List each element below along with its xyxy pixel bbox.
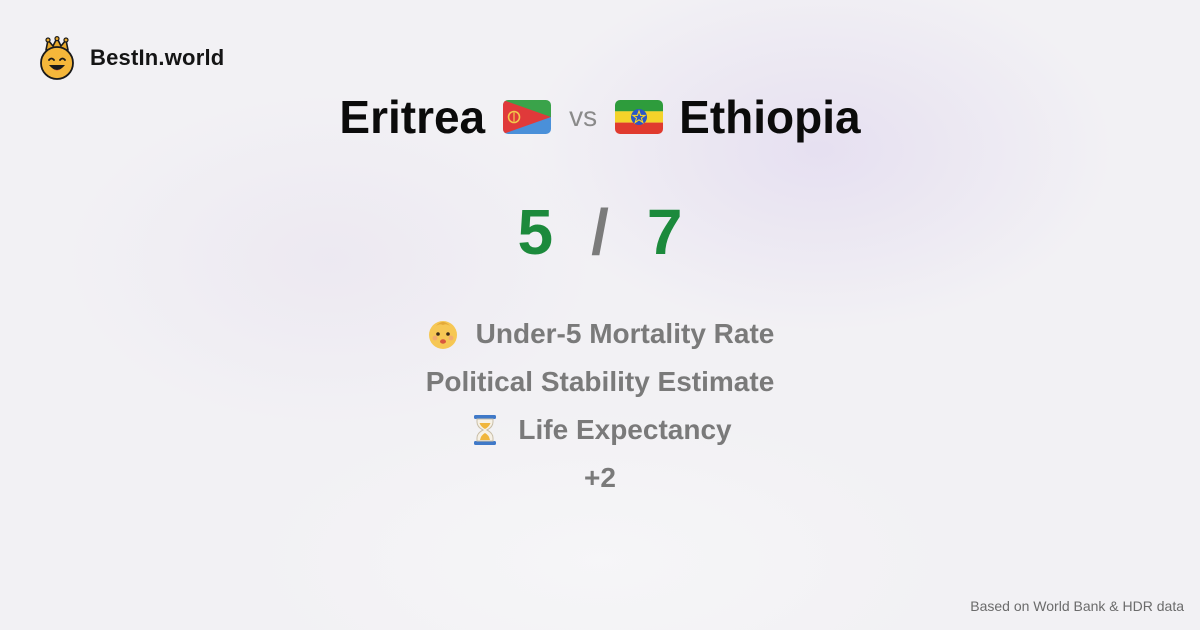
right-score: 7 [646, 196, 683, 268]
vs-label: vs [569, 101, 598, 132]
metric-item: Life Expectancy [468, 406, 732, 454]
more-metrics-count[interactable]: +2 [584, 462, 616, 493]
metrics-list: Under-5 Mortality Rate Political Stabili… [0, 310, 1200, 502]
hourglass-icon [474, 415, 497, 445]
brand-name: BestIn.world [90, 45, 225, 70]
left-score: 5 [517, 196, 554, 268]
metric-item: Under-5 Mortality Rate [426, 310, 775, 358]
data-source-note: Based on World Bank & HDR data [970, 598, 1184, 614]
ethiopia-flag-icon [615, 100, 664, 134]
score-separator: / [591, 196, 609, 268]
metric-item: Political Stability Estimate [426, 358, 775, 406]
metric-label: Under-5 Mortality Rate [475, 318, 775, 349]
right-country-name[interactable]: Ethiopia [679, 91, 861, 143]
left-country-name[interactable]: Eritrea [339, 91, 486, 143]
score: 5 / 7 [0, 192, 1200, 272]
eritrea-flag-icon [503, 100, 552, 134]
crowned-smiley-icon [40, 36, 74, 80]
brand[interactable]: BestIn.world [38, 36, 224, 80]
metric-label: Life Expectancy [518, 414, 732, 445]
comparison-title: Eritrea vs Ethiopia [0, 86, 1200, 148]
metric-label: Political Stability Estimate [425, 366, 775, 397]
baby-icon [428, 321, 457, 349]
